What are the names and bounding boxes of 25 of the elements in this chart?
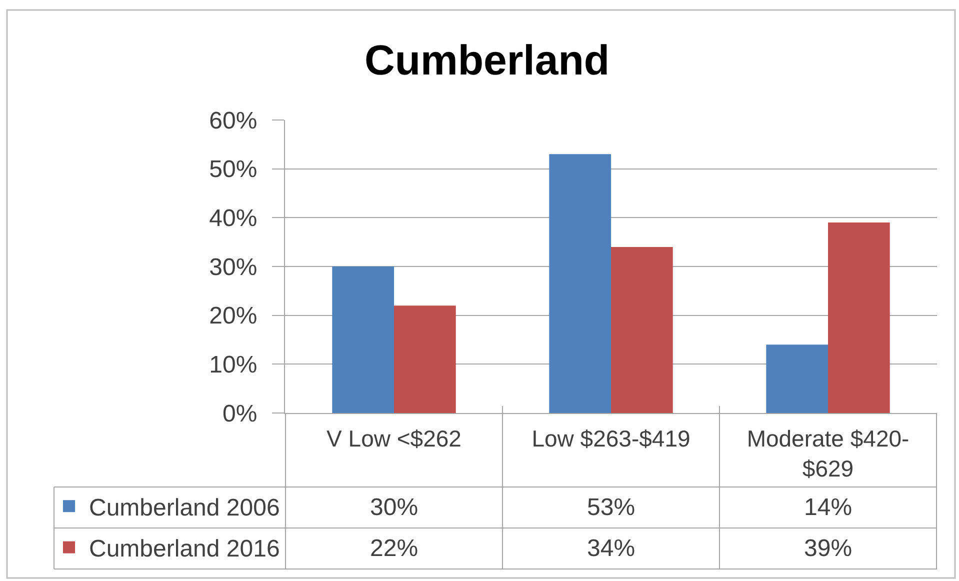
- chart-title: Cumberland: [364, 36, 610, 84]
- data-label: 30%: [370, 494, 418, 521]
- bar: [611, 246, 673, 413]
- y-tick-label: 50%: [209, 156, 258, 184]
- data-label: 14%: [804, 494, 852, 521]
- x-tick-label: V Low <$262: [326, 426, 462, 452]
- y-tick-label: 0%: [222, 400, 258, 428]
- legend-label: Cumberland 2016: [89, 536, 280, 563]
- x-tick-label: Moderate $420-$629: [746, 426, 910, 482]
- bar: [332, 266, 394, 413]
- data-label: 39%: [804, 535, 852, 562]
- y-tick-label: 60%: [209, 107, 258, 134]
- bar: [549, 154, 611, 413]
- bar: [828, 222, 890, 413]
- data-label: 22%: [370, 535, 418, 562]
- y-tick-label: 40%: [209, 205, 258, 232]
- legend-label: Cumberland 2006: [89, 494, 280, 522]
- x-tick-label: Low $263-$419: [532, 426, 690, 452]
- data-label: 53%: [587, 494, 636, 521]
- y-tick-label: 30%: [209, 254, 258, 281]
- y-tick-label: 20%: [209, 302, 258, 330]
- y-tick-label: 10%: [209, 352, 258, 379]
- data-label: 34%: [587, 535, 636, 562]
- bar: [394, 306, 456, 413]
- bar: [766, 344, 828, 413]
